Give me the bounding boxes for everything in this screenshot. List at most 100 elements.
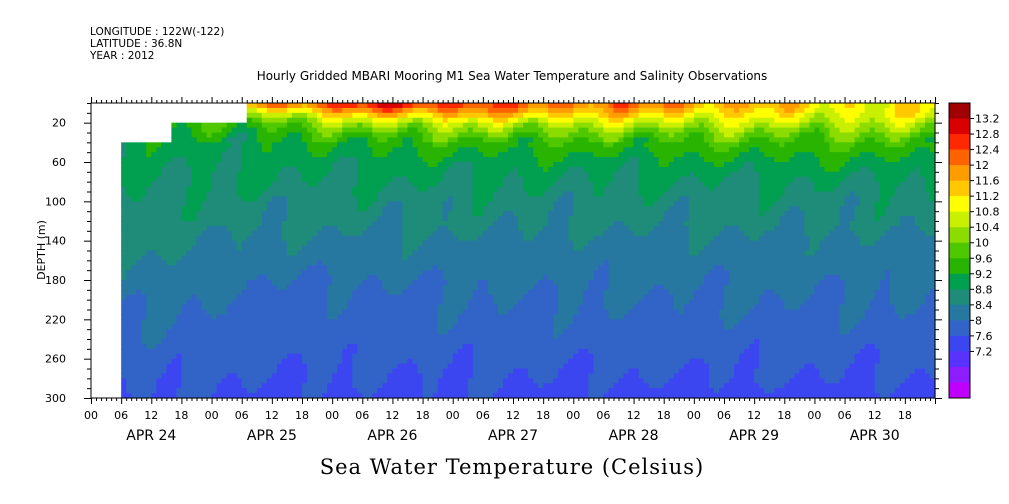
heatmap-cell [312, 142, 318, 148]
heatmap-cell [543, 230, 549, 237]
heatmap-cell [693, 221, 700, 227]
heatmap-cell [181, 137, 188, 143]
heatmap-cell [417, 162, 424, 168]
heatmap-cell [211, 196, 218, 202]
heatmap-cell [211, 211, 218, 217]
heatmap-cell [523, 142, 529, 148]
heatmap-cell [246, 112, 253, 119]
heatmap-cell [543, 221, 549, 227]
heatmap-cell [739, 171, 745, 178]
heatmap-cell [608, 112, 615, 119]
heatmap-cell [251, 196, 258, 202]
heatmap-cell [648, 176, 655, 183]
heatmap-cell [281, 166, 288, 173]
heatmap-cell [859, 117, 866, 124]
heatmap-cell [226, 191, 233, 198]
heatmap-cell [322, 127, 328, 134]
heatmap-cell [387, 147, 394, 153]
heatmap-cell [206, 216, 213, 222]
heatmap-cell [593, 152, 599, 158]
heatmap-cell [176, 157, 183, 163]
heatmap-cell [899, 225, 906, 232]
heatmap-cell [658, 127, 665, 134]
heatmap-cell [407, 230, 414, 237]
heatmap-cell [819, 221, 826, 227]
heatmap-cell [924, 162, 931, 168]
heatmap-cell [583, 191, 589, 198]
heatmap-cell [387, 235, 394, 242]
heatmap-cell [909, 162, 916, 168]
heatmap-cell [653, 235, 660, 242]
heatmap-cell [744, 225, 750, 232]
heatmap-cell [492, 181, 499, 188]
heatmap-cell [814, 107, 821, 114]
heatmap-cell [673, 201, 680, 207]
heatmap-cell [533, 240, 539, 247]
heatmap-cell [804, 166, 810, 173]
heatmap-cell [407, 162, 414, 168]
heatmap-cell [744, 171, 750, 178]
heatmap-cell [482, 211, 489, 217]
heatmap-cell [482, 240, 489, 247]
heatmap-cell [794, 196, 800, 202]
heatmap-cell [276, 122, 283, 129]
heatmap-cell [929, 103, 936, 109]
heatmap-cell [291, 162, 298, 168]
heatmap-cell [507, 201, 514, 207]
heatmap-cell [698, 206, 705, 212]
heatmap-cell [322, 147, 328, 153]
heatmap-cell [769, 152, 775, 158]
heatmap-cell [879, 240, 886, 247]
heatmap-cell [131, 255, 137, 261]
heatmap-cell [377, 221, 383, 227]
heatmap-cell [573, 176, 579, 183]
heatmap-cell [588, 186, 594, 193]
heatmap-cell [653, 127, 660, 134]
heatmap-cell [362, 157, 368, 163]
heatmap-cell [246, 181, 253, 188]
heatmap-cell [507, 112, 514, 119]
heatmap-cell [799, 176, 805, 183]
heatmap-cell [357, 186, 363, 193]
heatmap-cell [809, 162, 816, 168]
heatmap-cell [864, 196, 871, 202]
heatmap-cell [874, 152, 881, 158]
heatmap-cell [894, 176, 901, 183]
heatmap-cell [447, 157, 454, 163]
heatmap-cell [261, 162, 268, 168]
heatmap-cell [342, 147, 348, 153]
heatmap-cell [191, 142, 198, 148]
heatmap-cell [548, 181, 554, 188]
heatmap-cell [286, 255, 293, 261]
heatmap-cell [658, 176, 665, 183]
heatmap-cell [909, 225, 916, 232]
heatmap-cell [889, 176, 896, 183]
heatmap-cell [281, 250, 288, 257]
heatmap-cell [236, 157, 243, 163]
heatmap-cell [131, 250, 137, 257]
heatmap-cell [533, 127, 539, 134]
heatmap-cell [507, 127, 514, 134]
heatmap-cell [668, 230, 675, 237]
heatmap-cell [136, 245, 142, 252]
heatmap-cell [528, 206, 534, 212]
heatmap-cell [422, 162, 429, 168]
heatmap-cell [276, 112, 283, 119]
heatmap-cell [789, 225, 795, 232]
heatmap-cell [799, 166, 805, 173]
heatmap-cell [799, 225, 805, 232]
heatmap-cell [523, 245, 529, 252]
heatmap-cell [462, 211, 469, 217]
heatmap-cell [221, 255, 228, 261]
heatmap-cell [683, 191, 690, 198]
heatmap-cell [914, 103, 921, 109]
heatmap-cell [387, 112, 394, 119]
heatmap-cell [467, 103, 474, 109]
heatmap-cell [794, 240, 800, 247]
heatmap-cell [442, 157, 449, 163]
heatmap-cell [703, 250, 710, 257]
heatmap-cell [176, 211, 183, 217]
heatmap-cell [342, 162, 348, 168]
heatmap-cell [216, 250, 223, 257]
heatmap-cell [216, 191, 223, 198]
